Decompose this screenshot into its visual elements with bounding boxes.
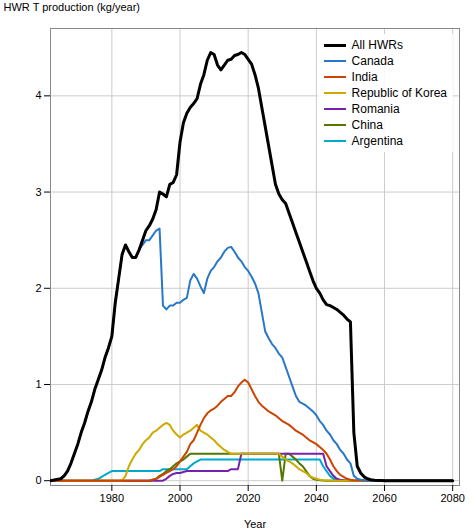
html-text:Argentina: Argentina (351, 134, 403, 148)
svg-text:4: 4 (35, 89, 41, 101)
svg-text:2040: 2040 (304, 492, 328, 504)
svg-text:2060: 2060 (372, 492, 396, 504)
svg-text:3: 3 (35, 186, 41, 198)
svg-text:0: 0 (35, 474, 41, 486)
svg-text:2020: 2020 (236, 492, 260, 504)
svg-text:2: 2 (35, 282, 41, 294)
html-text:Canada: Canada (351, 54, 394, 68)
svg-text:1: 1 (35, 378, 41, 390)
svg-text:2000: 2000 (168, 492, 192, 504)
html-text:All HWRs: All HWRs (351, 38, 403, 52)
svg-text:1980: 1980 (100, 492, 124, 504)
html-text:Republic of Korea: Republic of Korea (351, 86, 447, 100)
svg-text:2080: 2080 (440, 492, 464, 504)
html-text:Romania: Romania (351, 102, 400, 116)
svg-text:HWR T production (kg/year): HWR T production (kg/year) (4, 1, 141, 13)
svg-text:Year: Year (244, 518, 267, 530)
html-text:India: India (351, 70, 378, 84)
html-text:China: China (351, 118, 383, 132)
